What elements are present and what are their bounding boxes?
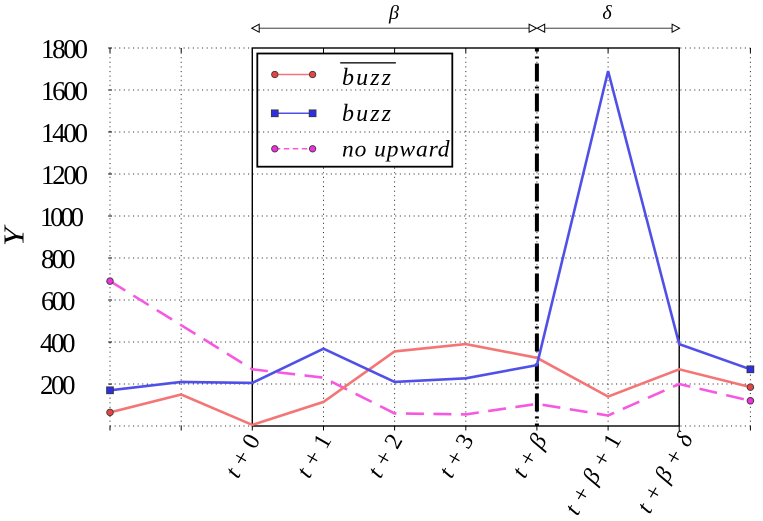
svg-text:buzz: buzz — [342, 65, 393, 91]
svg-text:t + 2: t + 2 — [363, 430, 409, 483]
svg-text:no upward: no upward — [342, 137, 450, 163]
svg-text:β: β — [388, 2, 399, 24]
svg-text:1600: 1600 — [41, 76, 88, 106]
svg-text:400: 400 — [40, 328, 76, 358]
svg-text:600: 600 — [41, 286, 76, 316]
svg-text:t + β + 1: t + β + 1 — [560, 429, 627, 520]
svg-text:t + 3: t + 3 — [434, 430, 480, 483]
svg-text:1800: 1800 — [41, 34, 88, 64]
svg-text:δ: δ — [602, 2, 612, 24]
svg-text:1400: 1400 — [41, 118, 88, 148]
svg-text:Y: Y — [0, 224, 30, 246]
svg-text:buzz: buzz — [342, 101, 393, 127]
svg-text:1200: 1200 — [41, 160, 88, 190]
svg-text:t + β + δ: t + β + δ — [632, 428, 699, 518]
svg-text:t + β: t + β — [507, 430, 553, 483]
svg-text:t + 0: t + 0 — [221, 430, 267, 483]
svg-text:1000: 1000 — [40, 202, 84, 232]
svg-text:200: 200 — [40, 370, 76, 400]
svg-text:t + 1: t + 1 — [292, 430, 338, 483]
svg-text:800: 800 — [41, 244, 76, 274]
